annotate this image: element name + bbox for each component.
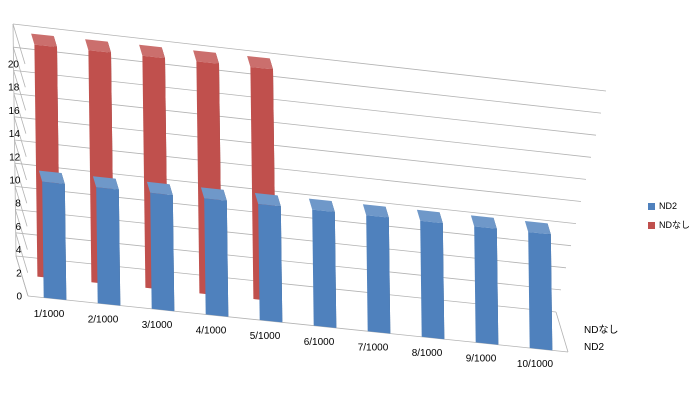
- x-tick-label: 2/1000: [88, 314, 119, 325]
- bar-nd2: [92, 176, 121, 306]
- bar-nd2: [254, 193, 283, 323]
- legend-label-nd2: ND2: [659, 201, 677, 211]
- y-tick-label: 16: [8, 106, 20, 117]
- y-tick-label: 8: [15, 199, 21, 210]
- gridline-side: [15, 209, 28, 250]
- x-tick-label: 9/1000: [466, 354, 497, 365]
- gridline-side: [14, 139, 27, 181]
- x-axis: 1/1000 2/1000 3/1000 4/1000 5/1000 6/1000 7/10…: [34, 309, 554, 370]
- bar-nd2: [146, 181, 175, 312]
- gridline-side: [14, 163, 28, 204]
- x-tick-label: 6/1000: [304, 337, 335, 348]
- y-tick-label: 10: [9, 176, 21, 187]
- bar-nd2: [308, 198, 337, 328]
- y-tick-label: 20: [8, 60, 20, 71]
- floor-right-edge: [555, 311, 569, 353]
- bar-nd2: [524, 221, 553, 351]
- y-tick-label: 2: [16, 268, 22, 279]
- y-tick-label: 18: [8, 83, 20, 94]
- bar-nd2: [362, 204, 391, 334]
- depth-tick-label: NDなし: [584, 324, 618, 336]
- legend-swatch-nd2: [648, 203, 655, 210]
- y-tick-label: 4: [16, 245, 22, 256]
- gridline-side: [13, 93, 27, 134]
- x-tick-label: 7/1000: [358, 342, 389, 353]
- bar-nd2: [200, 187, 229, 317]
- x-tick-label: 8/1000: [412, 348, 443, 359]
- legend-label-nd-nashi: NDなし: [659, 220, 690, 230]
- y-tick-label: 6: [16, 222, 22, 233]
- legend: ND2 NDなし: [648, 201, 690, 230]
- gridline-side: [13, 70, 26, 111]
- bar-nd2: [470, 215, 499, 345]
- x-tick-label: 5/1000: [250, 331, 281, 342]
- x-tick-label: 3/1000: [142, 320, 173, 331]
- bar-nd2: [416, 209, 445, 340]
- depth-axis: NDなし ND2: [584, 324, 618, 353]
- gridline-side: [12, 47, 26, 88]
- x-tick-label: 10/1000: [517, 359, 554, 370]
- gridline: [13, 46, 602, 114]
- depth-tick-label: ND2: [584, 342, 604, 353]
- gridline-side: [12, 23, 26, 65]
- y-tick-label: 0: [16, 292, 22, 303]
- gridline-side: [15, 255, 29, 297]
- y-tick-label: 14: [9, 129, 21, 140]
- gridline-side: [15, 232, 29, 273]
- gridline-side: [14, 186, 28, 227]
- x-tick-label: 4/1000: [196, 326, 227, 337]
- y-axis: 0 2 4 6 8 10 12 14 16 18 20: [8, 60, 23, 303]
- x-tick-label: 1/1000: [34, 309, 65, 320]
- y-tick-label: 12: [9, 152, 21, 163]
- gridline: [12, 23, 607, 92]
- legend-swatch-nd-nashi: [648, 222, 655, 229]
- gridline-side: [13, 116, 27, 157]
- bar-nd2: [38, 170, 67, 300]
- bars: [31, 33, 553, 351]
